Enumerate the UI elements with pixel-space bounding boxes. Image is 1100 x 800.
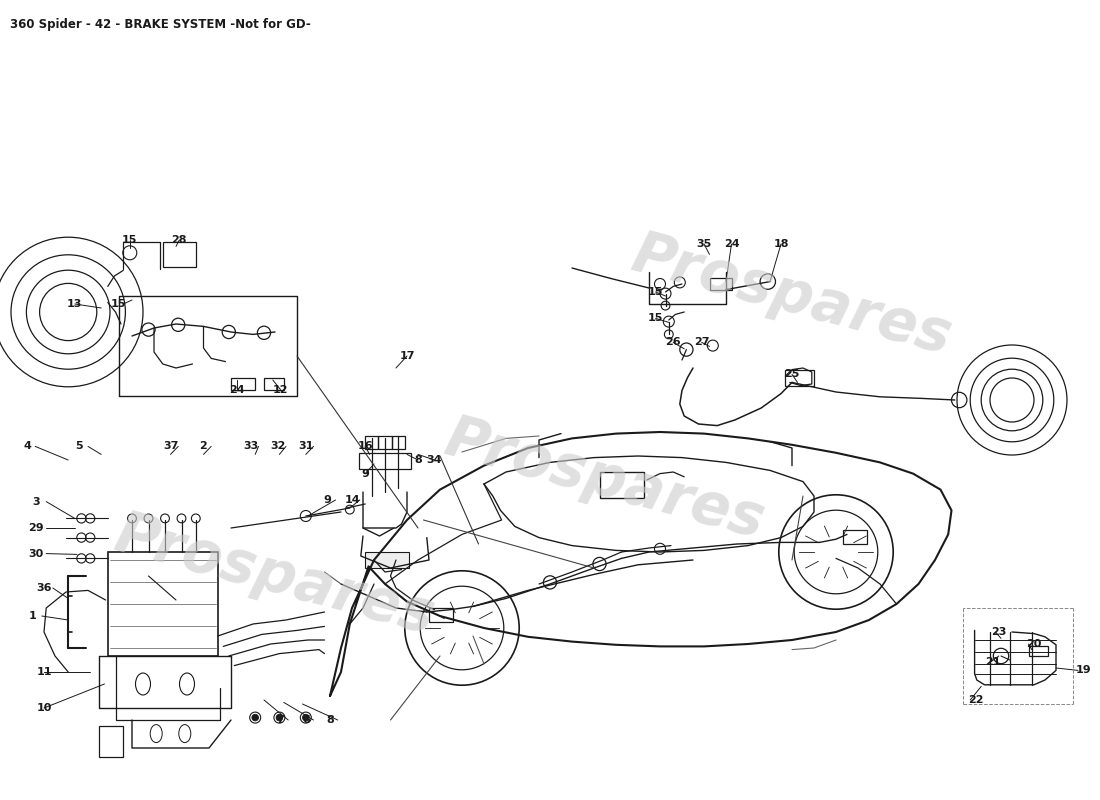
Bar [231, 378, 255, 390]
Text: 27: 27 [694, 338, 710, 347]
Text: 23: 23 [991, 627, 1006, 637]
Text: 15: 15 [648, 287, 663, 297]
Bar [1028, 646, 1048, 656]
Text: 2: 2 [199, 442, 208, 451]
Text: Prospares: Prospares [626, 226, 958, 366]
Bar [365, 436, 378, 449]
Text: 33: 33 [243, 442, 258, 451]
Bar [365, 552, 409, 568]
Bar [99, 726, 123, 757]
Text: 29: 29 [29, 523, 44, 533]
Text: 8: 8 [414, 455, 422, 465]
Text: 4: 4 [23, 442, 32, 451]
Bar [264, 378, 284, 390]
Text: 15: 15 [111, 299, 126, 309]
Text: 20: 20 [1026, 639, 1042, 649]
Bar [429, 608, 453, 622]
Bar [359, 453, 411, 469]
Bar [785, 370, 814, 386]
Bar [392, 436, 405, 449]
Text: 12: 12 [273, 385, 288, 394]
Text: 32: 32 [271, 442, 286, 451]
Text: 9: 9 [323, 495, 332, 505]
Bar [163, 242, 196, 267]
Text: 21: 21 [986, 658, 1001, 667]
Text: 28: 28 [172, 235, 187, 245]
Bar [843, 530, 867, 544]
Bar [378, 436, 392, 449]
Text: 14: 14 [344, 495, 360, 505]
Text: 24: 24 [724, 239, 739, 249]
Text: 24: 24 [229, 385, 244, 394]
Text: 7: 7 [276, 715, 285, 725]
Text: 26: 26 [666, 338, 681, 347]
Bar [710, 278, 732, 290]
Text: 19: 19 [1076, 666, 1091, 675]
Text: 11: 11 [36, 667, 52, 677]
Text: 34: 34 [427, 455, 442, 465]
Text: 3: 3 [33, 497, 40, 506]
Text: 9: 9 [361, 469, 370, 478]
Text: 22: 22 [968, 695, 983, 705]
Text: 8: 8 [326, 715, 334, 725]
Text: 10: 10 [36, 703, 52, 713]
Text: 18: 18 [773, 239, 789, 249]
Text: 360 Spider - 42 - BRAKE SYSTEM -Not for GD-: 360 Spider - 42 - BRAKE SYSTEM -Not for … [10, 18, 310, 31]
Text: 36: 36 [36, 583, 52, 593]
Circle shape [252, 714, 258, 721]
Text: 6: 6 [301, 715, 310, 725]
Text: 37: 37 [163, 442, 178, 451]
Text: 31: 31 [298, 442, 314, 451]
Circle shape [276, 714, 283, 721]
Bar [600, 472, 643, 498]
Circle shape [302, 714, 309, 721]
Text: 1: 1 [29, 611, 37, 621]
Text: 5: 5 [76, 442, 82, 451]
Text: Prospares: Prospares [439, 410, 771, 550]
Text: 15: 15 [648, 314, 663, 323]
Text: 16: 16 [358, 442, 373, 451]
Text: 15: 15 [122, 235, 138, 245]
Text: 30: 30 [29, 549, 44, 558]
Text: 25: 25 [784, 370, 800, 379]
Text: 17: 17 [399, 351, 415, 361]
Text: 13: 13 [67, 299, 82, 309]
Text: Prospares: Prospares [109, 506, 441, 646]
Text: 35: 35 [696, 239, 712, 249]
Bar [108, 552, 218, 656]
